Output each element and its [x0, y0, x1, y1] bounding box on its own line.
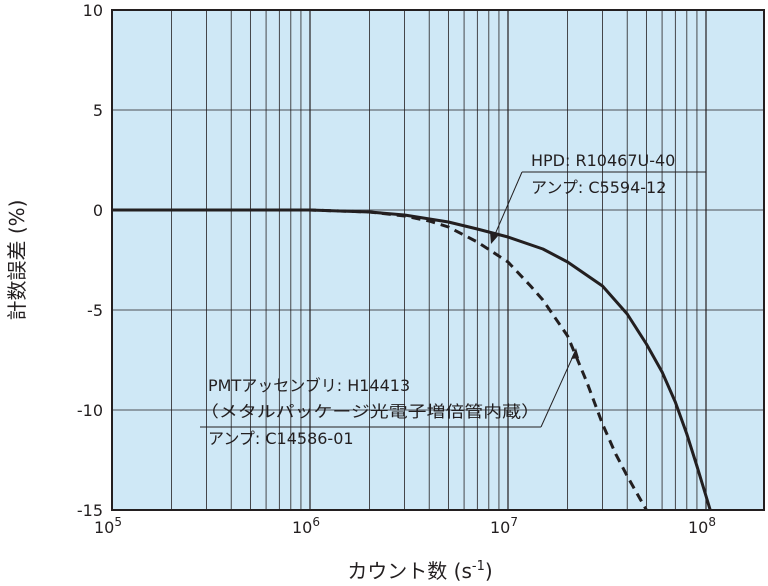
- y-tick-label: -10: [77, 401, 103, 420]
- x-axis-label-close: ): [485, 559, 493, 583]
- y-tick-label: 0: [93, 201, 103, 220]
- x-tick-label: 106: [292, 515, 320, 537]
- annotation-pmt-line-3: アンプ: C14586-01: [208, 429, 354, 448]
- x-axis-label: カウント数 (s-1): [347, 559, 492, 583]
- y-axis-label: 計数誤差 (%): [5, 200, 29, 321]
- x-tick-exponent: 7: [510, 515, 518, 529]
- x-tick-exponent: 6: [312, 515, 320, 529]
- annotation-hpd-line-2: アンプ: C5594-12: [531, 178, 666, 197]
- series-line-dashed: [112, 208, 648, 511]
- x-tick-label: 107: [490, 515, 518, 537]
- series-layer: [112, 208, 712, 511]
- y-tick-label: 5: [93, 101, 103, 120]
- x-tick-base: 10: [688, 518, 708, 537]
- annotation-pmt-line-1: PMTアッセンブリ: H14413: [208, 376, 410, 395]
- y-tick-label: -5: [87, 301, 103, 320]
- y-tick-label: -15: [77, 501, 103, 520]
- x-axis-label-main: カウント数 (s: [347, 559, 472, 583]
- x-tick-base: 10: [94, 518, 114, 537]
- annotation-pmt: PMTアッセンブリ: H14413 （メタルパッケージ光電子増倍管内蔵） アンプ…: [200, 348, 579, 448]
- x-tick-label: 105: [94, 515, 122, 537]
- x-tick-base: 10: [490, 518, 510, 537]
- annotation-hpd-arrowhead: [490, 232, 498, 244]
- plot-frame: [111, 9, 765, 511]
- annotation-pmt-arrowhead: [571, 348, 579, 359]
- annotation-hpd-line-1: HPD: R10467U-40: [531, 151, 675, 170]
- x-tick-labels: 105 106 107 108: [94, 515, 716, 537]
- x-tick-label: 108: [688, 515, 716, 537]
- annotation-hpd: HPD: R10467U-40 アンプ: C5594-12: [490, 151, 706, 244]
- annotation-pmt-leader: [540, 353, 575, 428]
- x-tick-exponent: 8: [708, 515, 716, 529]
- annotation-pmt-line-2: （メタルパッケージ光電子増倍管内蔵）: [200, 402, 540, 421]
- x-tick-base: 10: [292, 518, 312, 537]
- x-axis-label-superscript: -1: [472, 559, 485, 574]
- y-tick-label: 10: [83, 1, 103, 20]
- annotation-hpd-leader: [492, 171, 523, 240]
- y-tick-labels: 10 5 0 -5 -10 -15: [77, 1, 103, 520]
- x-tick-exponent: 5: [114, 515, 122, 529]
